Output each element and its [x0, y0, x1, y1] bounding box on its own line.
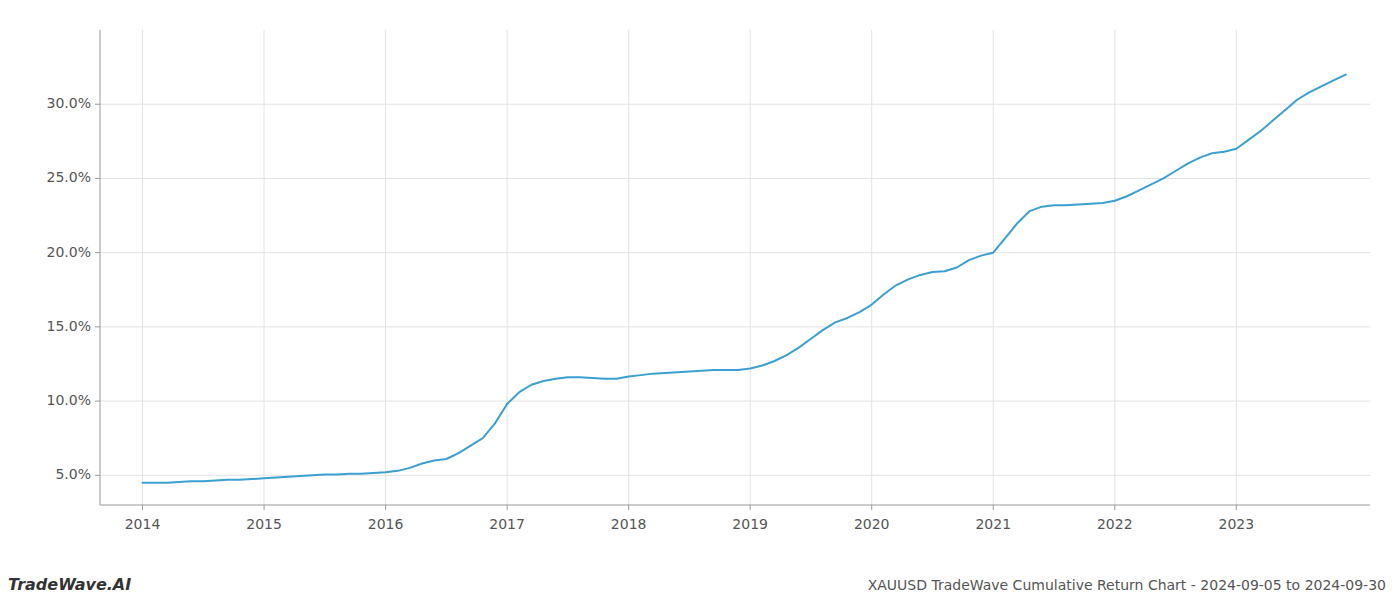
x-tick	[871, 505, 872, 510]
x-tick-label: 2023	[1218, 516, 1254, 532]
x-grid-line	[264, 30, 265, 505]
y-tick-label: 25.0%	[47, 169, 91, 185]
y-tick-label: 20.0%	[47, 244, 91, 260]
x-tick-label: 2016	[368, 516, 404, 532]
x-grid-line	[628, 30, 629, 505]
plot-area	[143, 75, 1346, 483]
x-tick-label: 2014	[125, 516, 161, 532]
x-tick	[1236, 505, 1237, 510]
x-tick	[142, 505, 143, 510]
y-tick	[95, 252, 100, 253]
x-tick-label: 2022	[1097, 516, 1133, 532]
x-tick	[1114, 505, 1115, 510]
x-grid-line	[1114, 30, 1115, 505]
x-tick-label: 2015	[246, 516, 282, 532]
x-tick-label: 2017	[489, 516, 525, 532]
x-tick-label: 2019	[732, 516, 768, 532]
x-tick	[507, 505, 508, 510]
title: XAUUSD TradeWave Cumulative Return Chart…	[868, 577, 1386, 593]
x-grid-line	[142, 30, 143, 505]
axes: 5.0% 10.0% 15.0% 20.0% 25.0% 30.0% 2014 2015 201…	[47, 30, 1370, 532]
x-tick	[385, 505, 386, 510]
x-grid-line	[507, 30, 508, 505]
chart-container: 5.0% 10.0% 15.0% 20.0% 25.0% 30.0% 2014 2015 201…	[0, 0, 1400, 600]
x-grid-line	[993, 30, 994, 505]
x-tick-label: 2021	[975, 516, 1011, 532]
y-tick	[95, 475, 100, 476]
footer: TradeWave.AI XAUUSD TradeWave Cumulative …	[8, 575, 1386, 594]
y-tick	[95, 104, 100, 105]
y-tick	[95, 401, 100, 402]
y-tick-label: 5.0%	[55, 466, 91, 482]
y-tick	[95, 326, 100, 327]
y-grid-line	[100, 326, 1370, 327]
line	[143, 75, 1346, 483]
x-grid-line	[1236, 30, 1237, 505]
y-tick-label: 15.0%	[47, 318, 91, 334]
x-tick	[264, 505, 265, 510]
y-grid-line	[100, 252, 1370, 253]
x-grid-line	[385, 30, 386, 505]
x-grid-line	[871, 30, 872, 505]
x-tick	[750, 505, 751, 510]
y-axis-line	[100, 30, 101, 505]
chart-svg: 5.0% 10.0% 15.0% 20.0% 25.0% 30.0% 2014 2015 201…	[0, 0, 1400, 600]
x-tick	[628, 505, 629, 510]
y-tick-label: 10.0%	[47, 392, 91, 408]
y-grid-line	[100, 401, 1370, 402]
y-grid-line	[100, 475, 1370, 476]
x-grid-line	[750, 30, 751, 505]
x-axis-line	[100, 505, 1370, 506]
grid	[100, 30, 1370, 505]
x-tick	[993, 505, 994, 510]
y-tick	[95, 178, 100, 179]
x-tick-label: 2018	[611, 516, 647, 532]
watermark: TradeWave.AI	[8, 575, 131, 594]
x-tick-label: 2020	[854, 516, 890, 532]
y-tick-label: 30.0%	[47, 95, 91, 111]
y-grid-line	[100, 178, 1370, 179]
y-grid-line	[100, 104, 1370, 105]
